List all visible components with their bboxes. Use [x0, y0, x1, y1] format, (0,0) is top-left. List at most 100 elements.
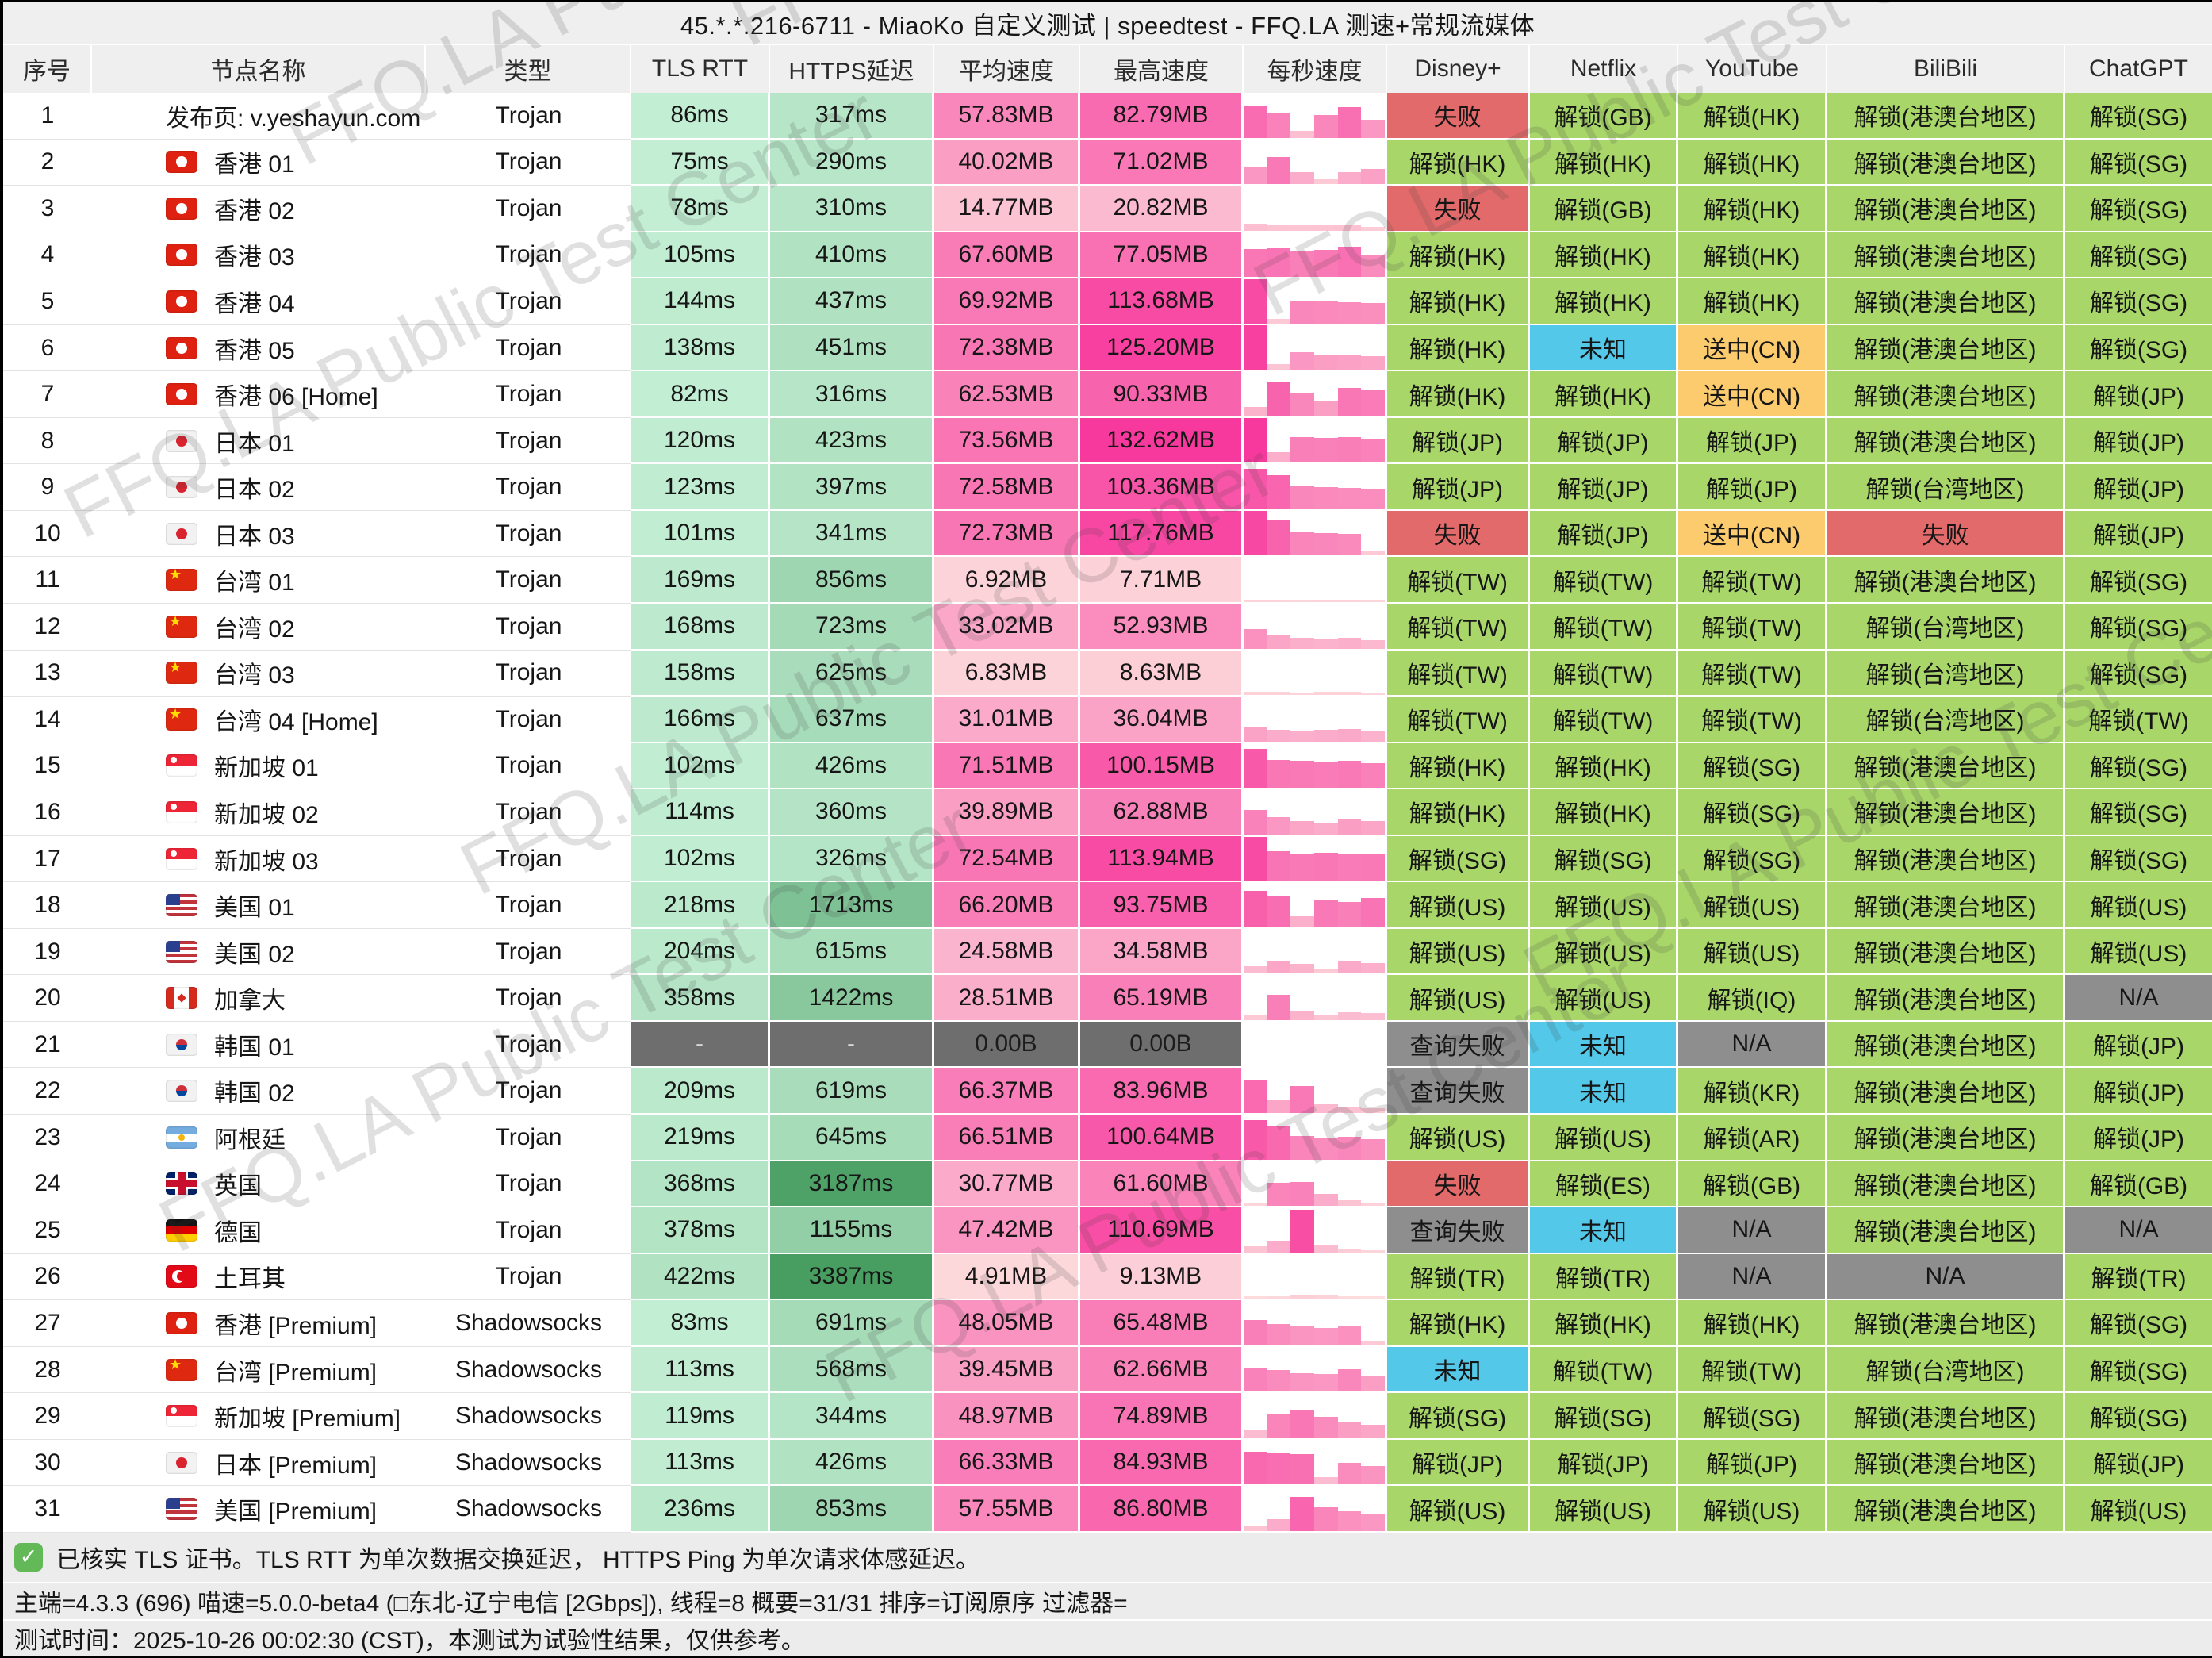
- per-second-speed-sparkline: [1244, 1207, 1387, 1254]
- chatgpt-status-cell: N/A: [2065, 975, 2212, 1022]
- youtube-status-cell: 解锁(HK): [1678, 278, 1827, 325]
- kr-flag-icon: [166, 1033, 197, 1056]
- row-index: 15: [3, 743, 92, 790]
- table-row: 20 加拿大 Trojan 358ms 1422ms 28.51MB 65.19…: [3, 975, 2212, 1022]
- https-latency-cell: 437ms: [770, 278, 934, 325]
- speed-bar: [1244, 417, 1267, 463]
- tls-rtt-cell: 113ms: [631, 1439, 770, 1487]
- node-type: Trojan: [426, 324, 631, 372]
- speed-bar: [1290, 1497, 1315, 1531]
- chatgpt-status-cell: N/A: [2065, 1207, 2212, 1254]
- per-second-speed-sparkline: [1244, 510, 1387, 558]
- max-speed-cell: 0.00B: [1080, 1021, 1244, 1069]
- tls-rtt-cell: 219ms: [631, 1115, 770, 1161]
- tls-rtt-cell: 168ms: [631, 604, 770, 651]
- node-name-label: 台湾 02: [214, 616, 295, 643]
- speed-bar: [1267, 156, 1291, 185]
- speed-bar: [1361, 1340, 1385, 1345]
- speed-bar: [1314, 692, 1338, 696]
- speed-bar: [1290, 301, 1315, 324]
- node-name-label: 日本 01: [214, 430, 295, 457]
- table-row: 24 英国 Trojan 368ms 3187ms 30.77MB 61.60M…: [3, 1161, 2212, 1208]
- speed-bar: [1361, 693, 1385, 696]
- netflix-status-cell: 解锁(TW): [1530, 1346, 1678, 1394]
- speed-bar: [1314, 900, 1338, 927]
- speed-bar: [1244, 406, 1267, 416]
- column-header: 节点名称: [92, 45, 426, 93]
- netflix-status-cell: 解锁(US): [1530, 1486, 1678, 1533]
- speed-bar: [1361, 390, 1385, 416]
- disney-status-cell: 解锁(JP): [1387, 417, 1530, 465]
- table-row: 5 香港 04 Trojan 144ms 437ms 69.92MB 113.6…: [3, 278, 2212, 325]
- youtube-status-cell: 解锁(SG): [1678, 743, 1827, 790]
- node-type: Trojan: [426, 604, 631, 651]
- netflix-status-cell: 解锁(SG): [1530, 835, 1678, 883]
- youtube-status-cell: 送中(CN): [1678, 324, 1827, 372]
- avg-speed-cell: 47.42MB: [934, 1207, 1080, 1254]
- kr-flag-icon: [166, 1080, 197, 1103]
- speed-bar: [1361, 731, 1385, 742]
- chatgpt-status-cell: 解锁(SG): [2065, 604, 2212, 651]
- node-name-label: 英国: [214, 1173, 262, 1200]
- chatgpt-status-cell: 解锁(SG): [2065, 650, 2212, 697]
- speed-bar: [1314, 1194, 1338, 1207]
- speed-bar: [1361, 1203, 1385, 1207]
- speed-bar: [1314, 532, 1338, 556]
- speed-bar: [1361, 1296, 1385, 1299]
- speed-bar: [1244, 1451, 1267, 1485]
- https-latency-cell: 1422ms: [770, 975, 934, 1022]
- youtube-status-cell: 送中(CN): [1678, 371, 1827, 418]
- node-name-label: 香港 [Premium]: [214, 1312, 378, 1339]
- speed-bar: [1337, 302, 1362, 324]
- node-name-label: 发布页: v.yeshayun.com: [166, 105, 421, 132]
- node-name-label: 香港 06 [Home]: [214, 384, 378, 411]
- bilibili-status-cell: 解锁(港澳台地区): [1827, 1439, 2065, 1487]
- speed-bar: [1337, 1107, 1362, 1114]
- chatgpt-status-cell: 解锁(JP): [2065, 1068, 2212, 1115]
- node-name-label: 加拿大: [214, 988, 286, 1015]
- speed-bar: [1314, 1374, 1338, 1392]
- tls-rtt-cell: 113ms: [631, 1346, 770, 1394]
- per-second-speed-sparkline: [1244, 882, 1387, 929]
- https-latency-cell: 290ms: [770, 139, 934, 186]
- node-name: 韩国 02: [92, 1068, 426, 1115]
- row-index: 20: [3, 975, 92, 1022]
- speed-bar: [1290, 916, 1315, 927]
- per-second-speed-sparkline: [1244, 1253, 1387, 1301]
- speed-bar: [1361, 226, 1385, 231]
- node-name: 香港 06 [Home]: [92, 371, 426, 418]
- node-name-label: 台湾 04 [Home]: [214, 708, 378, 735]
- avg-speed-cell: 28.51MB: [934, 975, 1080, 1022]
- chatgpt-status-cell: 解锁(JP): [2065, 1439, 2212, 1487]
- tls-rtt-cell: 158ms: [631, 650, 770, 697]
- max-speed-cell: 86.80MB: [1080, 1486, 1244, 1533]
- speed-bar: [1314, 1476, 1338, 1485]
- speed-bar: [1267, 381, 1291, 416]
- per-second-speed-sparkline: [1244, 417, 1387, 465]
- chatgpt-status-cell: 解锁(SG): [2065, 789, 2212, 836]
- node-name: 日本 01: [92, 417, 426, 465]
- speed-bar: [1290, 225, 1315, 231]
- chatgpt-status-cell: 解锁(SG): [2065, 232, 2212, 279]
- max-speed-cell: 113.68MB: [1080, 278, 1244, 325]
- chatgpt-status-cell: 解锁(SG): [2065, 835, 2212, 883]
- https-latency-cell: 426ms: [770, 743, 934, 790]
- https-latency-cell: 423ms: [770, 417, 934, 465]
- https-latency-cell: 410ms: [770, 232, 934, 279]
- node-type: Trojan: [426, 1253, 631, 1301]
- speed-bar: [1244, 891, 1267, 927]
- netflix-status-cell: 解锁(HK): [1530, 232, 1678, 279]
- disney-status-cell: 解锁(HK): [1387, 371, 1530, 418]
- node-name: 台湾 03: [92, 650, 426, 697]
- row-index: 4: [3, 232, 92, 279]
- chatgpt-status-cell: 解锁(SG): [2065, 1300, 2212, 1347]
- tls-rtt-cell: 123ms: [631, 464, 770, 511]
- max-speed-cell: 113.94MB: [1080, 835, 1244, 883]
- chatgpt-status-cell: 解锁(SG): [2065, 557, 2212, 604]
- per-second-speed-sparkline: [1244, 232, 1387, 279]
- column-header: 类型: [426, 45, 631, 93]
- speed-bar: [1290, 393, 1315, 416]
- table-row: 21 韩国 01 Trojan - - 0.00B 0.00B 查询失败 未知 …: [3, 1021, 2212, 1069]
- node-name-label: 台湾 03: [214, 662, 295, 689]
- netflix-status-cell: 解锁(HK): [1530, 1300, 1678, 1347]
